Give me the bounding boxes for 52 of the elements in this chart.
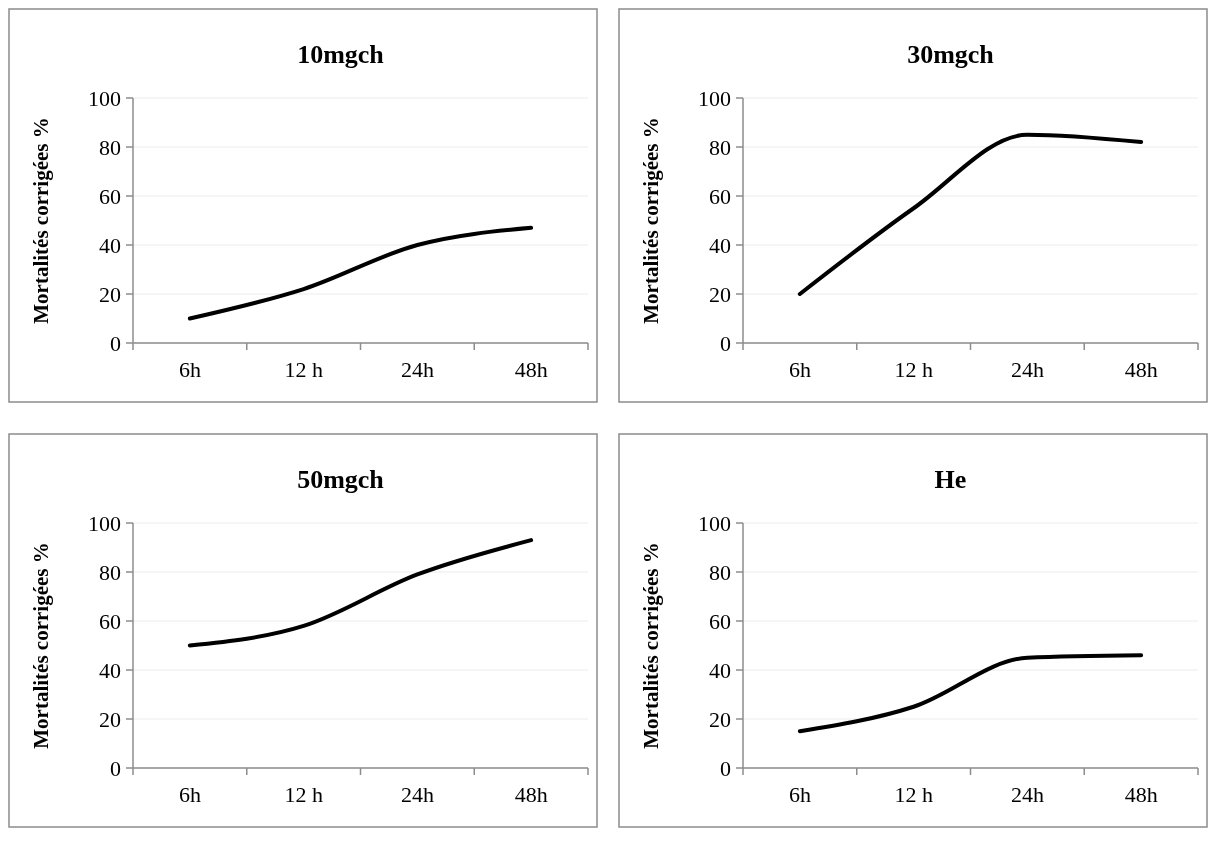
x-tick-label: 48h [1124,357,1158,382]
x-tick-label: 12 h [284,782,323,807]
y-tick-label: 20 [709,281,731,307]
y-tick-label: 0 [110,755,121,781]
y-tick-label: 40 [99,657,121,683]
line-series [797,653,1144,734]
y-axis-title: Mortalités corrigées % [639,542,663,749]
y-tick-label: 0 [720,330,731,356]
y-tick-label: 80 [709,134,731,160]
y-tick-label: 40 [709,657,731,683]
y-tick-label: 100 [698,85,731,111]
y-axis-title: Mortalités corrigées % [29,117,53,324]
y-tick-label: 20 [709,706,731,732]
y-tick-label: 100 [88,510,121,536]
x-tick-label: 24h [400,357,434,382]
y-tick-label: 20 [99,706,121,732]
y-axis-title: Mortalités corrigées % [639,117,663,324]
x-tick-label: 48h [1124,782,1158,807]
chart-title: 50mgch [297,465,385,494]
x-tick-label: 6h [788,782,811,807]
x-tick-label: 12 h [894,357,933,382]
line-series [797,132,1144,296]
chart-title: 30mgch [907,40,995,69]
chart-title: He [934,465,967,494]
line-series [187,538,534,648]
x-tick-label: 6h [178,357,201,382]
x-tick-label: 24h [400,782,434,807]
y-tick-label: 0 [720,755,731,781]
y-tick-label: 60 [709,608,731,634]
y-tick-label: 0 [110,330,121,356]
y-tick-label: 80 [99,559,121,585]
y-tick-label: 80 [99,134,121,160]
y-tick-label: 40 [709,232,731,258]
x-tick-label: 48h [514,357,548,382]
x-tick-label: 12 h [894,782,933,807]
line-series [187,225,534,321]
y-tick-label: 80 [709,559,731,585]
x-tick-label: 48h [514,782,548,807]
y-tick-label: 40 [99,232,121,258]
y-axis-title: Mortalités corrigées % [29,542,53,749]
y-tick-label: 20 [99,281,121,307]
y-tick-label: 60 [709,183,731,209]
y-tick-label: 100 [88,85,121,111]
x-tick-label: 24h [1010,782,1044,807]
x-tick-label: 24h [1010,357,1044,382]
y-tick-label: 60 [99,183,121,209]
y-tick-label: 100 [698,510,731,536]
x-tick-label: 6h [788,357,811,382]
x-tick-label: 12 h [284,357,323,382]
chart-title: 10mgch [297,40,385,69]
x-tick-label: 6h [178,782,201,807]
y-tick-label: 60 [99,608,121,634]
